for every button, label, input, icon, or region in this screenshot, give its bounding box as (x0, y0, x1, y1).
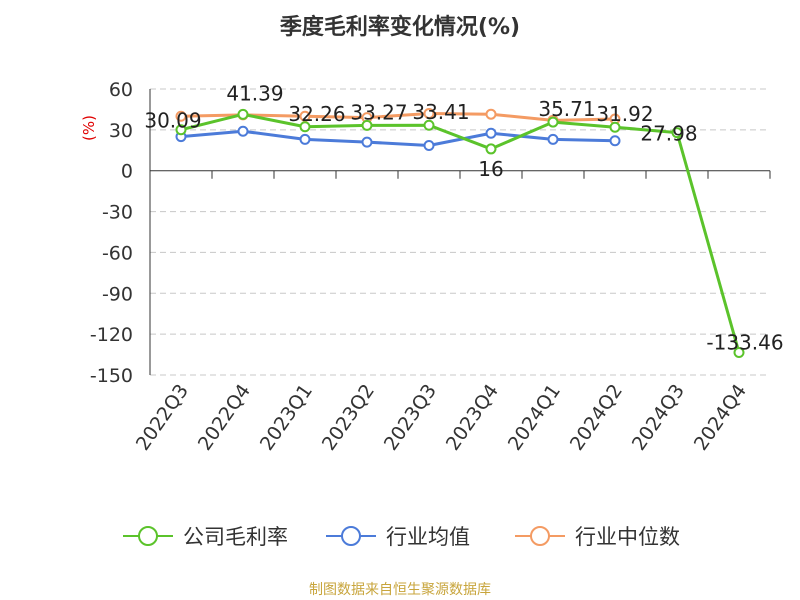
data-point (299, 110, 311, 122)
data-label: 33.41 (412, 100, 469, 124)
data-point (361, 119, 373, 131)
y-axis-label: (%) (80, 115, 98, 141)
data-label: 16 (478, 157, 503, 181)
data-point (547, 116, 559, 128)
x-tick-label: 2023Q4 (442, 380, 503, 454)
y-tick-label: 0 (121, 161, 133, 183)
x-tick-label: 2024Q2 (566, 380, 627, 454)
data-point (733, 346, 745, 358)
data-point (609, 135, 621, 147)
y-axis: 60 30 0 -30 -60 -90 -120 -150 (90, 79, 133, 387)
y-tick-label: -150 (90, 365, 133, 387)
y-tick-label: 60 (109, 79, 133, 101)
data-point (485, 143, 497, 155)
x-tick-label: 2024Q1 (504, 380, 565, 454)
data-label: -133.46 (706, 330, 783, 354)
legend-marker (530, 526, 550, 546)
data-point (175, 124, 187, 136)
data-label: 27.98 (640, 122, 697, 146)
legend-label[interactable]: 行业均值 (386, 525, 470, 549)
data-source: 制图数据来自恒生聚源数据库 (309, 582, 491, 598)
legend-label[interactable]: 公司毛利率 (183, 525, 288, 549)
data-label: 41.39 (226, 81, 283, 105)
x-tick-label: 2024Q3 (628, 380, 689, 454)
data-point (485, 108, 497, 120)
legend-marker (341, 526, 361, 546)
data-point (237, 125, 249, 137)
data-point (671, 127, 683, 139)
data-point (175, 110, 187, 122)
data-point (609, 121, 621, 133)
data-point (485, 127, 497, 139)
data-point (299, 133, 311, 145)
legend-marker (138, 526, 158, 546)
data-point (299, 121, 311, 133)
x-tick-label: 2022Q3 (132, 380, 193, 454)
y-tick-label: 30 (109, 120, 133, 142)
plot-series (175, 108, 745, 358)
y-tick-label: -120 (90, 324, 133, 346)
legend-label[interactable]: 行业中位数 (575, 525, 680, 549)
data-point (423, 119, 435, 131)
data-point (361, 136, 373, 148)
data-point (423, 140, 435, 152)
y-tick-label: -60 (102, 242, 133, 264)
data-label: 33.27 (350, 100, 407, 124)
data-label: 30.09 (144, 109, 201, 133)
y-tick-label: -90 (102, 283, 133, 305)
data-point (547, 133, 559, 145)
data-label: 31.92 (596, 102, 653, 126)
data-point (237, 108, 249, 120)
grid (150, 88, 770, 376)
data-point (423, 108, 435, 120)
series-line (180, 112, 741, 353)
chart-title: 季度毛利率变化情况(%) (280, 14, 520, 40)
x-tick-label: 2023Q2 (318, 380, 379, 454)
data-label: 35.71 (538, 97, 595, 121)
x-tick-label: 2023Q1 (256, 380, 317, 454)
x-tick-label: 2024Q4 (690, 380, 751, 454)
series-line (180, 129, 616, 148)
data-label: 32.26 (288, 102, 345, 126)
y-tick-label: -30 (102, 202, 133, 224)
x-tick-label: 2023Q3 (380, 380, 441, 454)
legend: 公司毛利率 行业均值 行业中位数 (123, 525, 680, 549)
x-tick-label: 2022Q4 (194, 380, 255, 454)
